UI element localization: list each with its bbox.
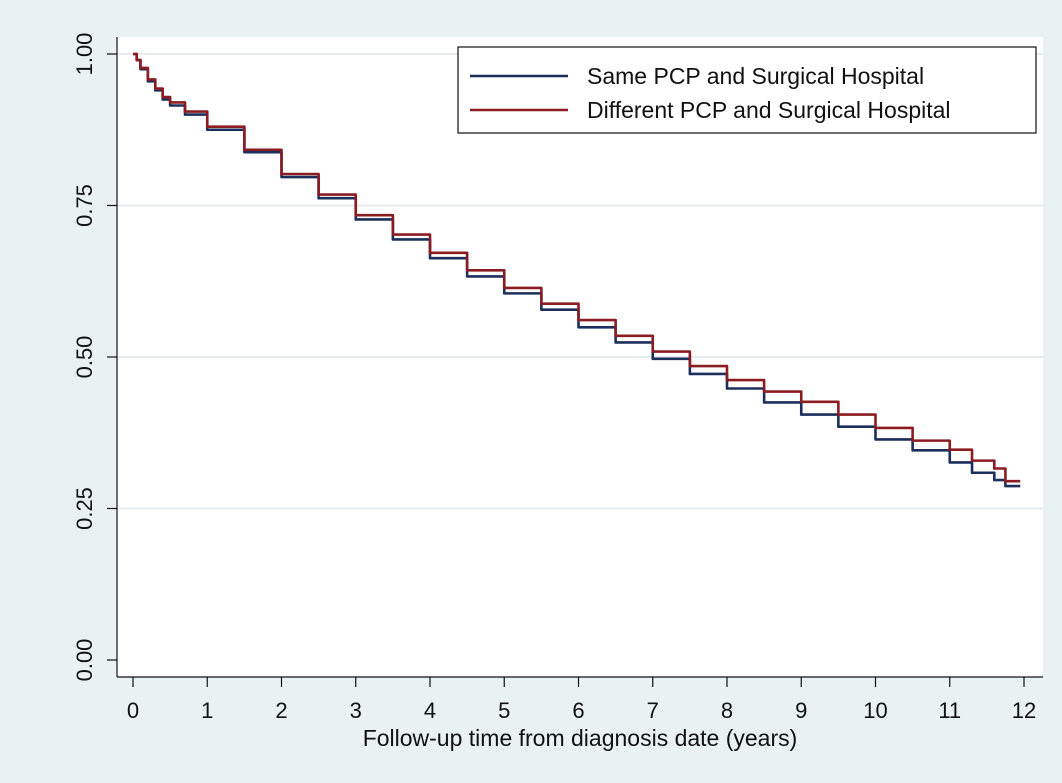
series-line-2 (133, 52, 1021, 483)
x-tick-label: 0 (127, 698, 139, 723)
legend-box (457, 46, 1037, 134)
x-axis-title: Follow-up time from diagnosis date (year… (363, 725, 798, 751)
x-tick-label: 4 (424, 698, 436, 723)
y-tick-label: 0.75 (72, 184, 97, 227)
legend-label-2: Different PCP and Surgical Hospital (587, 97, 951, 123)
x-tick-label: 5 (498, 698, 510, 723)
x-tick-label: 8 (721, 698, 733, 723)
y-tick-label: 0.50 (72, 336, 97, 379)
x-tick-label: 2 (275, 698, 287, 723)
x-tick-label: 11 (938, 698, 961, 723)
y-tick-label: 1.00 (72, 33, 97, 76)
y-tick-label: 0.25 (72, 487, 97, 530)
x-tick-label: 12 (1012, 698, 1036, 723)
x-tick-label: 3 (350, 698, 362, 723)
x-tick-label: 6 (572, 698, 584, 723)
x-tick-label: 1 (201, 698, 213, 723)
x-tick-label: 10 (863, 698, 887, 723)
x-tick-label: 7 (647, 698, 659, 723)
y-tick-label: 0.00 (72, 639, 97, 682)
legend-label-1: Same PCP and Surgical Hospital (587, 63, 924, 89)
x-tick-label: 9 (795, 698, 807, 723)
